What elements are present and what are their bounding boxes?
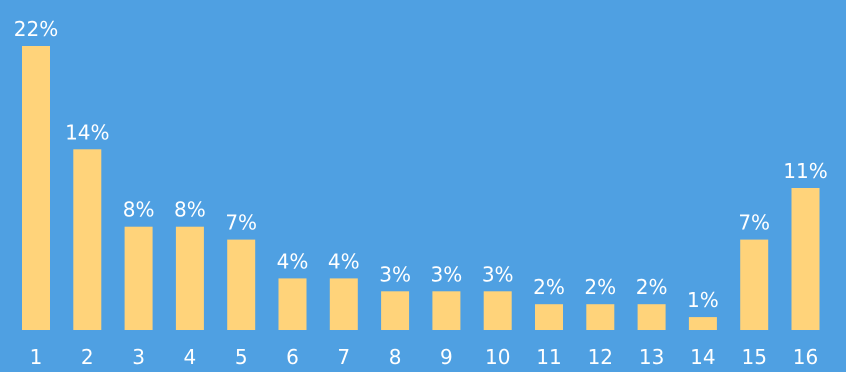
- x-tick-label-2: 2: [81, 345, 94, 369]
- data-label-7: 4%: [328, 249, 360, 273]
- x-tick-label-1: 1: [30, 345, 43, 369]
- data-labels-group: 22% 14% 8% 8% 7% 4% 4% 3% 3% 3% 2% 2% 2% 1% 7% 11%: [14, 17, 828, 312]
- bar-6: [278, 278, 307, 330]
- data-label-5: 7%: [225, 211, 257, 235]
- bars-group: [22, 46, 820, 330]
- data-label-16: 11%: [783, 159, 827, 183]
- x-tick-label-3: 3: [132, 345, 145, 369]
- x-tick-label-14: 14: [690, 345, 715, 369]
- data-label-4: 8%: [174, 198, 206, 222]
- data-label-10: 3%: [482, 262, 514, 286]
- bar-5: [227, 239, 256, 330]
- x-tick-label-4: 4: [184, 345, 197, 369]
- data-label-6: 4%: [277, 249, 309, 273]
- bar-15: [740, 239, 769, 330]
- x-tick-labels-group: 1 2 3 4 5 6 7 8 9 10 11 12 13 14 15 16: [30, 345, 819, 369]
- bar-7: [329, 278, 358, 330]
- x-tick-label-12: 12: [588, 345, 613, 369]
- bar-13: [637, 304, 666, 330]
- x-tick-label-16: 16: [793, 345, 818, 369]
- bar-8: [381, 291, 410, 330]
- data-label-2: 14%: [65, 120, 109, 144]
- bar-11: [535, 304, 563, 330]
- x-tick-label-8: 8: [389, 345, 402, 369]
- bar-9: [432, 291, 461, 330]
- x-tick-label-15: 15: [741, 345, 766, 369]
- bar-1: [22, 46, 50, 330]
- bar-3: [124, 226, 153, 330]
- bar-14: [688, 317, 717, 330]
- bar-12: [586, 304, 615, 330]
- x-tick-label-10: 10: [485, 345, 510, 369]
- x-tick-label-9: 9: [440, 345, 453, 369]
- data-label-15: 7%: [738, 211, 770, 235]
- x-tick-label-7: 7: [337, 345, 350, 369]
- data-label-14: 1%: [687, 288, 719, 312]
- data-label-9: 3%: [431, 262, 463, 286]
- data-label-11: 2%: [533, 275, 565, 299]
- data-label-1: 22%: [14, 17, 58, 41]
- x-tick-label-5: 5: [235, 345, 248, 369]
- bar-2: [73, 149, 102, 330]
- bar-16: [791, 188, 820, 330]
- data-label-8: 3%: [379, 262, 411, 286]
- data-label-13: 2%: [636, 275, 668, 299]
- data-label-3: 8%: [123, 198, 155, 222]
- x-tick-label-6: 6: [286, 345, 299, 369]
- data-label-12: 2%: [584, 275, 616, 299]
- bar-10: [483, 291, 512, 330]
- x-tick-label-13: 13: [639, 345, 664, 369]
- x-tick-label-11: 11: [536, 345, 561, 369]
- bar-4: [175, 226, 204, 330]
